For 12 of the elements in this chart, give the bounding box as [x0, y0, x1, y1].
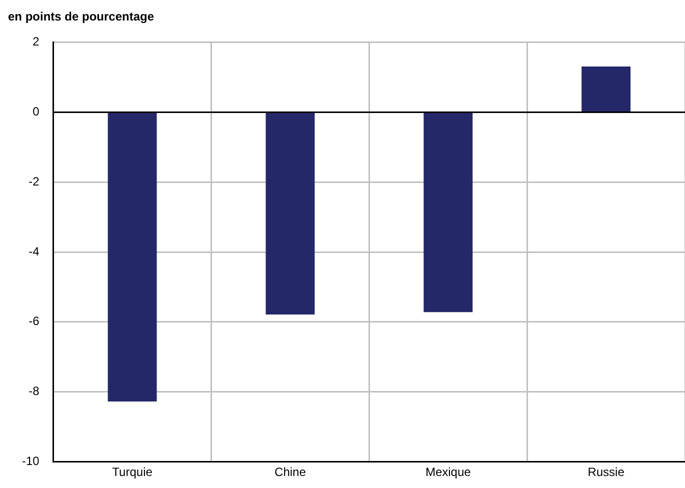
- x-tick-label: Turquie: [112, 465, 153, 480]
- y-tick-label: -6: [28, 314, 40, 328]
- y-tick-label: -8: [28, 384, 40, 398]
- x-tick-label: Chine: [274, 465, 306, 480]
- y-tick-label: 2: [32, 34, 40, 49]
- y-tick-label: -4: [28, 244, 40, 258]
- y-axis-title: en points de pourcentage: [8, 10, 154, 24]
- y-tick-label: -2: [28, 174, 40, 188]
- y-tick-label: 0: [32, 104, 40, 119]
- x-tick-label: Mexique: [425, 465, 472, 480]
- x-tick-label: Russie: [588, 465, 625, 480]
- y-tick-label: -10: [22, 454, 40, 468]
